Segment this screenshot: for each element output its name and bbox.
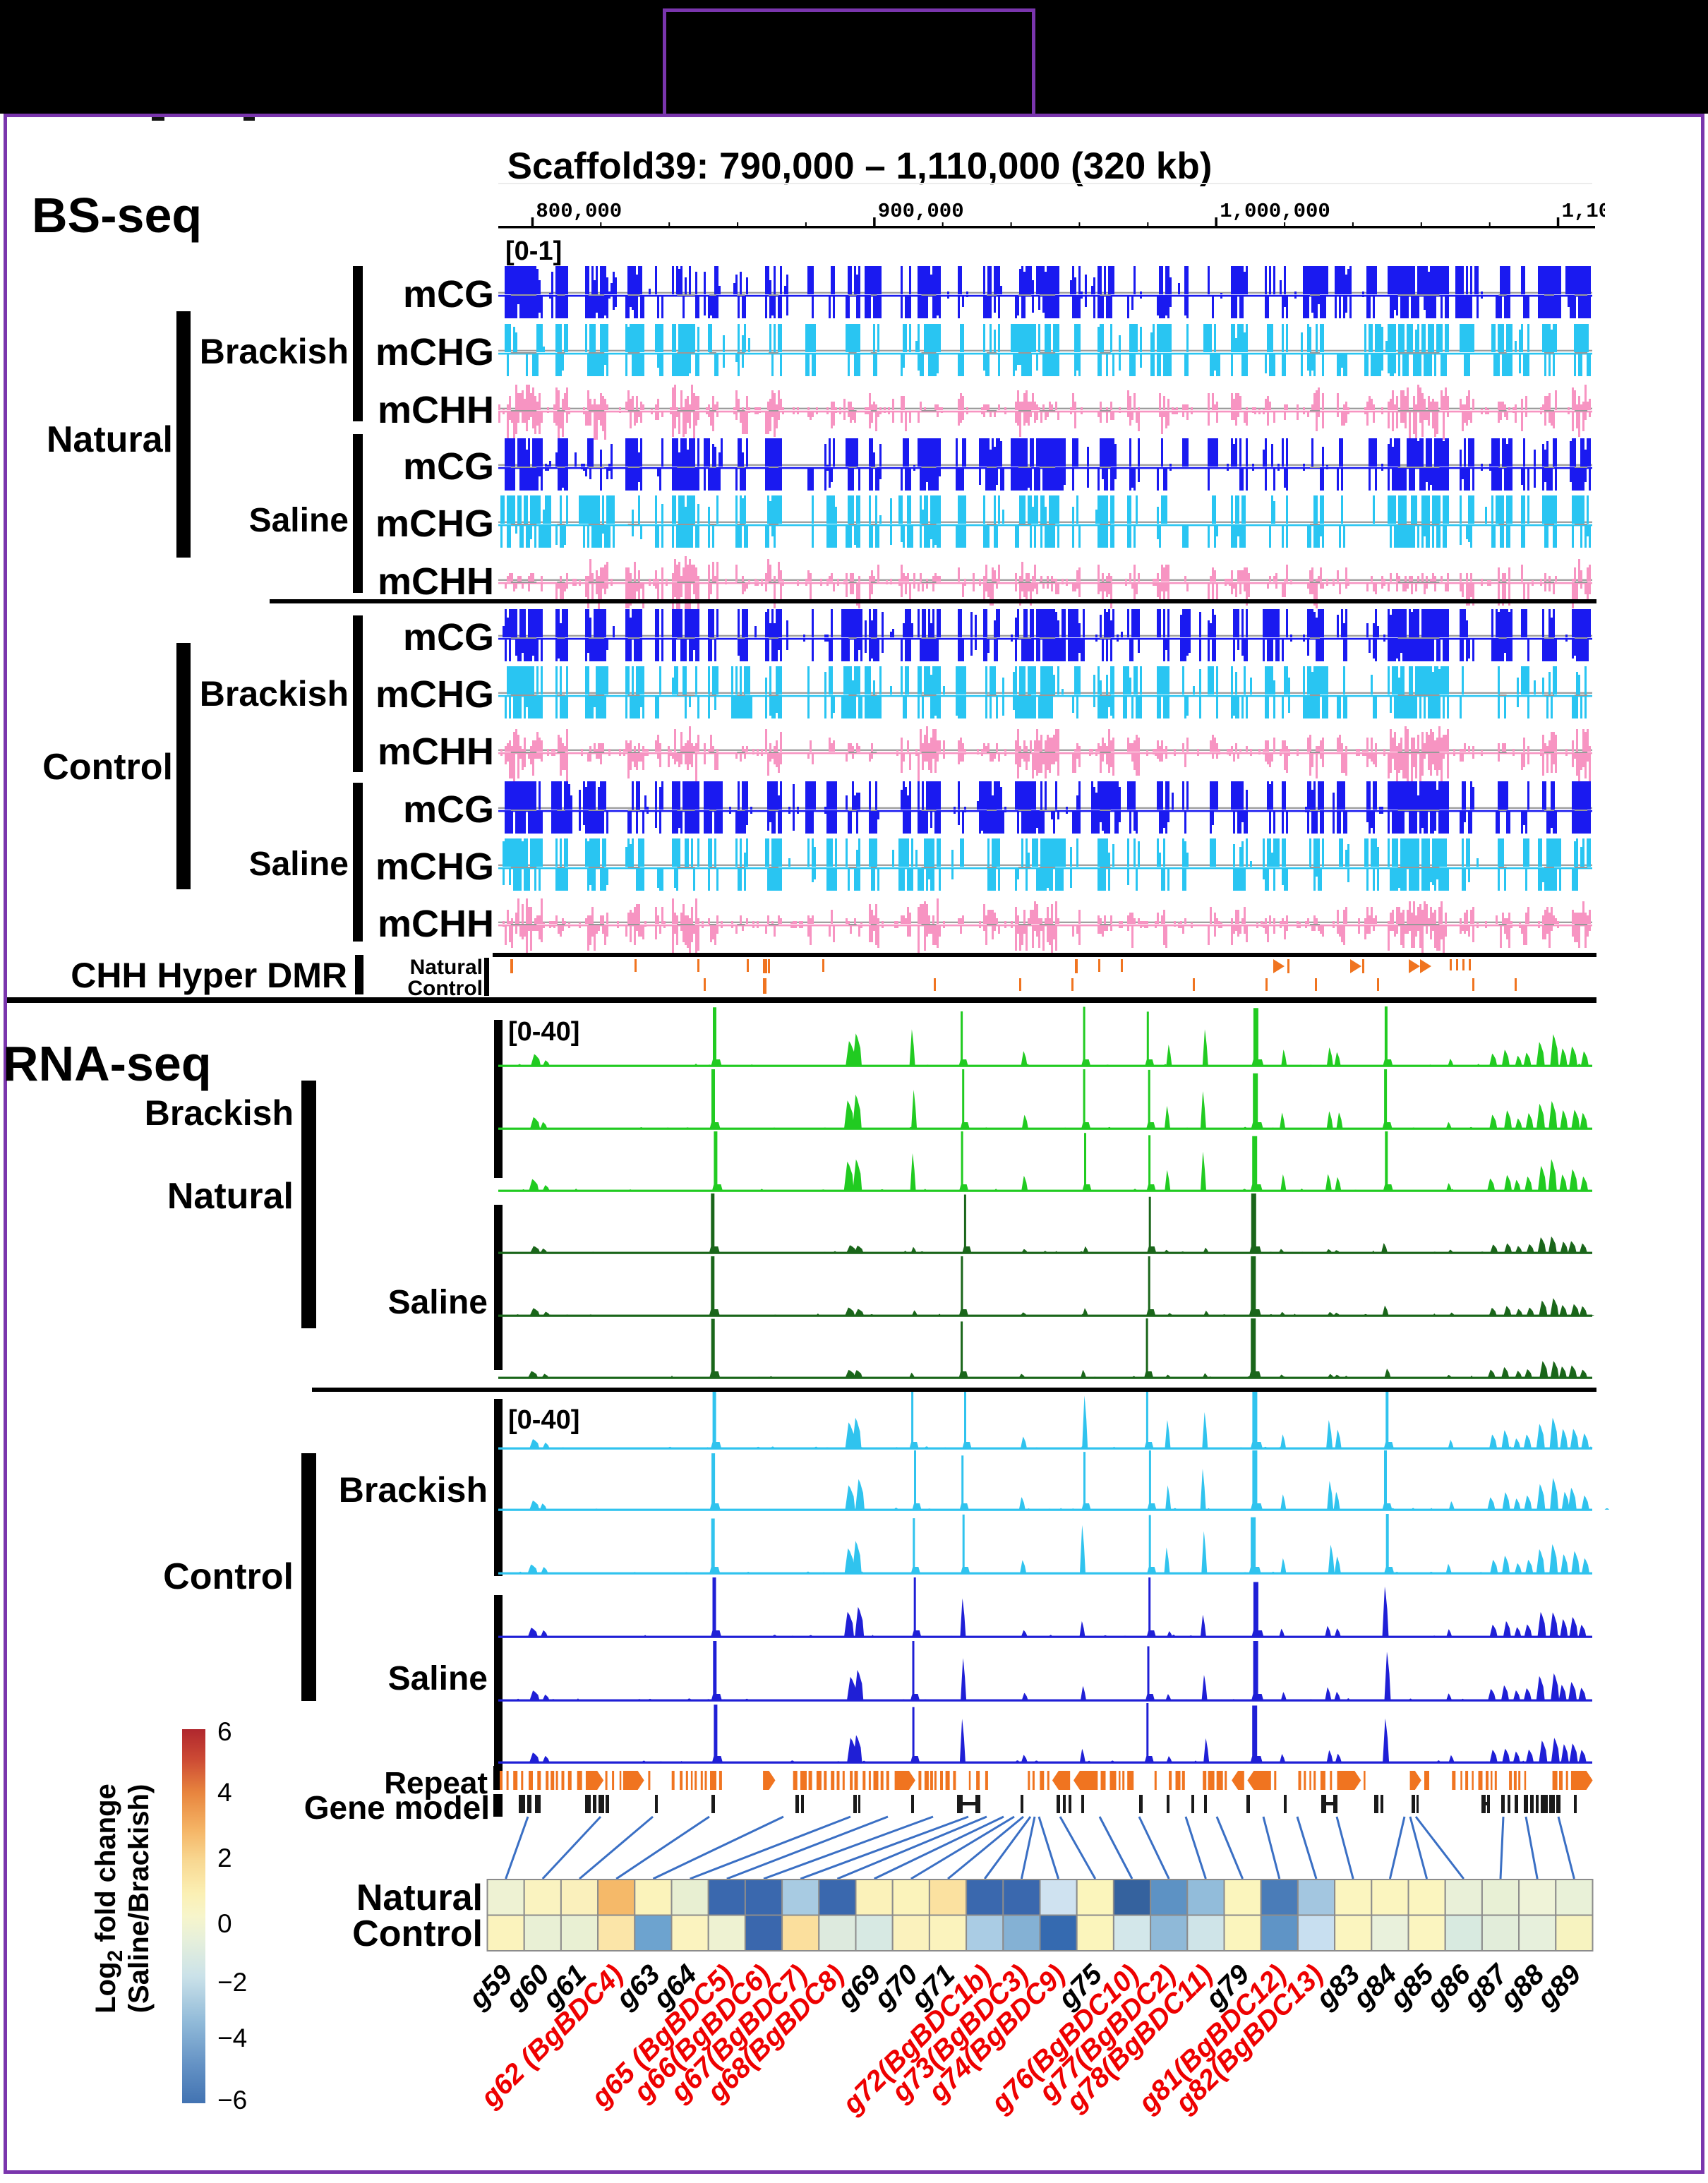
svg-text:Natural: Natural (410, 956, 483, 979)
svg-text:Control: Control (407, 977, 483, 1000)
svg-text:Control: Control (42, 747, 173, 788)
svg-text:Brackish: Brackish (200, 674, 349, 714)
svg-text:mCG: mCG (403, 445, 494, 488)
svg-text:4: 4 (217, 1778, 232, 1807)
svg-text:mCHG: mCHG (375, 673, 494, 716)
svg-text:−6: −6 (217, 2086, 247, 2115)
svg-text:1,000,000: 1,000,000 (1220, 200, 1330, 223)
svg-text:[0-40]: [0-40] (508, 1405, 579, 1435)
svg-text:mCG: mCG (403, 273, 494, 315)
svg-text:Brackish: Brackish (145, 1093, 294, 1133)
svg-text:Log2 fold change: Log2 fold change (90, 1784, 127, 2014)
svg-text:mCHH: mCHH (378, 560, 494, 603)
svg-text:Brackish: Brackish (339, 1470, 488, 1510)
svg-text:mCHH: mCHH (378, 903, 494, 945)
svg-text:6: 6 (217, 1717, 232, 1746)
svg-text:−2: −2 (217, 1968, 247, 1997)
svg-text:mCHH: mCHH (378, 389, 494, 431)
svg-text:−4: −4 (217, 2023, 247, 2052)
svg-text:Scaffold39: 790,000 – 1,110,00: Scaffold39: 790,000 – 1,110,000 (320 kb) (507, 145, 1213, 187)
svg-text:1,100,000: 1,100,000 (1562, 200, 1673, 223)
svg-text:Saline: Saline (249, 502, 349, 539)
svg-text:Natural: Natural (167, 1176, 294, 1217)
svg-text:Gene model: Gene model (304, 1789, 490, 1826)
svg-text:Brackish: Brackish (200, 332, 349, 371)
svg-text:2: 2 (217, 1844, 232, 1872)
svg-text:900,000: 900,000 (878, 200, 964, 223)
svg-text:[0-1]: [0-1] (505, 236, 562, 266)
svg-text:Natural: Natural (47, 419, 173, 460)
svg-text:[0-40]: [0-40] (508, 1017, 579, 1047)
svg-text:mCG: mCG (403, 788, 494, 831)
svg-text:Saline: Saline (388, 1660, 488, 1697)
svg-text:RNA-seq: RNA-seq (3, 1036, 212, 1091)
svg-text:mCHH: mCHH (378, 730, 494, 773)
svg-text:Repeat: Repeat (384, 1766, 488, 1800)
svg-text:mCHG: mCHG (375, 331, 494, 373)
svg-text:mCHG: mCHG (375, 846, 494, 888)
svg-text:mCHG: mCHG (375, 503, 494, 545)
svg-text:Saline: Saline (388, 1284, 488, 1321)
svg-text:Saline: Saline (249, 846, 349, 883)
svg-text:800,000: 800,000 (536, 200, 622, 223)
svg-text:BS-seq: BS-seq (32, 188, 202, 243)
svg-text:Control: Control (352, 1913, 483, 1954)
svg-text:Natural: Natural (356, 1877, 483, 1918)
svg-text:0: 0 (217, 1909, 232, 1938)
svg-text:(Saline/Brackish): (Saline/Brackish) (124, 1784, 155, 2014)
svg-text:CHH Hyper DMR: CHH Hyper DMR (71, 956, 347, 995)
svg-text:mCG: mCG (403, 616, 494, 658)
svg-text:Control: Control (163, 1556, 294, 1597)
